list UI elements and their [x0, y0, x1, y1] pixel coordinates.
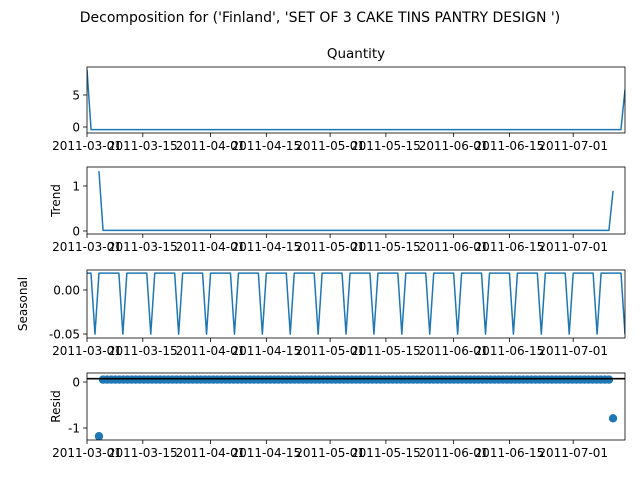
x-tick-label: 2011-06-01: [419, 139, 489, 153]
x-tick-label: 2011-04-15: [231, 344, 301, 358]
x-tick-label: 2011-03-15: [108, 344, 178, 358]
panels-group: Quantity052011-03-012011-03-152011-04-01…: [16, 46, 626, 460]
x-tick-label: 2011-05-15: [351, 446, 421, 460]
x-tick-label: 2011-05-15: [351, 139, 421, 153]
resid-point: [608, 414, 618, 423]
x-tick-label: 2011-06-15: [475, 446, 545, 460]
x-tick-label: 2011-04-01: [176, 240, 246, 254]
series-line: [87, 272, 625, 335]
panel-4: Resid0-12011-03-012011-03-152011-04-0120…: [49, 372, 626, 460]
panel-data: [98, 171, 614, 232]
x-tick-label: 2011-03-15: [108, 139, 178, 153]
axes-frame: [86, 372, 626, 441]
axes-frame: [86, 166, 626, 235]
x-tick-label: 2011-05-01: [295, 446, 365, 460]
x-tick-label: 2011-03-15: [108, 240, 178, 254]
axes-frame: [86, 66, 626, 134]
x-tick-label: 2011-04-01: [176, 446, 246, 460]
x-tick-label: 2011-06-15: [475, 139, 545, 153]
y-tick-label: -1: [68, 422, 80, 436]
y-tick-label: 0: [72, 225, 80, 239]
panel-1: Quantity 0 5 2011-03-012011-03-152011-04-01…: [52, 46, 626, 153]
x-tick-label: 2011-06-15: [475, 344, 545, 358]
x-tick-label: 2011-06-15: [475, 240, 545, 254]
figure-title: Decomposition for ('Finland', 'SET OF 3 …: [80, 10, 560, 26]
y-tick-label: -0.05: [49, 328, 80, 342]
panel-3: Seasonal 0.00-0.052011-03-012011-03-15201…: [16, 269, 626, 358]
panel-data: [87, 69, 625, 131]
x-tick-label: 2011-06-01: [419, 344, 489, 358]
x-tick-label: 2011-03-01: [52, 344, 122, 358]
x-tick-label: 2011-04-15: [231, 240, 301, 254]
x-tick-label: 2011-04-01: [176, 139, 246, 153]
x-tick-label: 2011-03-15: [108, 446, 178, 460]
x-tick-label: 2011-07-01: [538, 240, 608, 254]
y-axis-label: Trend: [49, 184, 63, 218]
x-tick-label: 2011-03-01: [52, 139, 122, 153]
x-tick-label: 2011-07-01: [538, 139, 608, 153]
x-tick-label: 2011-07-01: [538, 344, 608, 358]
x-tick-label: 2011-05-15: [351, 240, 421, 254]
x-tick-label: 2011-05-01: [295, 344, 365, 358]
y-tick-label: 0.00: [53, 284, 80, 298]
x-tick-label: 2011-03-01: [52, 240, 122, 254]
series-line: [87, 69, 625, 131]
panel-data: [87, 272, 625, 335]
x-tick-label: 2011-06-01: [419, 240, 489, 254]
resid-point: [604, 375, 614, 384]
x-tick-label: 2011-05-01: [295, 139, 365, 153]
panel-data: [94, 375, 618, 440]
y-tick-label: 0: [72, 121, 80, 135]
x-tick-label: 2011-03-01: [52, 446, 122, 460]
panel-2: Trend012011-03-012011-03-152011-04-01201…: [49, 166, 626, 254]
panel-title: Quantity: [327, 46, 385, 62]
y-tick-label: 0: [72, 376, 80, 390]
x-tick-label: 2011-04-15: [231, 139, 301, 153]
y-axis-label: Resid: [49, 390, 63, 422]
y-tick-label: 5: [72, 89, 80, 103]
x-tick-label: 2011-06-01: [419, 446, 489, 460]
x-tick-label: 2011-04-15: [231, 446, 301, 460]
x-tick-label: 2011-05-15: [351, 344, 421, 358]
axes-frame: [86, 269, 626, 339]
x-tick-label: 2011-04-01: [176, 344, 246, 358]
series-line: [98, 171, 614, 232]
y-axis-label: Seasonal: [16, 277, 30, 331]
x-tick-label: 2011-05-01: [295, 240, 365, 254]
x-tick-label: 2011-07-01: [538, 446, 608, 460]
y-tick-label: 1: [72, 180, 80, 194]
resid-point: [94, 432, 104, 440]
